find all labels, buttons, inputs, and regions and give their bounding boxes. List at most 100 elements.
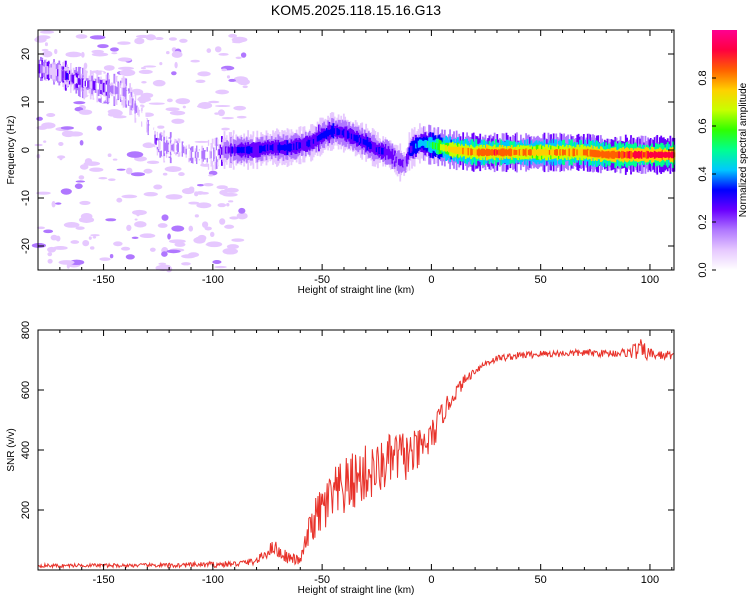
heatmap-ridge-cell: [312, 138, 315, 144]
heatmap-ridge-cell: [306, 141, 309, 147]
heatmap-ridge-cell: [182, 146, 185, 154]
heatmap-ridge-cell: [521, 149, 524, 156]
heatmap-noise-cell: [161, 214, 169, 221]
heatmap-y-tick-label: -10: [20, 190, 32, 206]
heatmap-ridge-cell: [102, 82, 105, 93]
snr-panel: -150 -100 -50 0 50 100 200 400 600 800 Height of…: [6, 321, 675, 596]
heatmap-ridge-cell: [639, 151, 642, 158]
heatmap-ridge-cell: [285, 145, 288, 151]
heatmap-ridge-cell: [130, 96, 133, 106]
heatmap-noise-cell: [50, 234, 58, 241]
heatmap-ridge-cell: [68, 74, 71, 81]
heatmap-ridge-cell: [67, 73, 70, 81]
heatmap-ridge-cell: [563, 150, 566, 155]
heatmap-ridge-cell: [479, 149, 482, 156]
heatmap-ridge-cell: [341, 130, 344, 136]
heatmap-noise-cell: [224, 224, 235, 229]
heatmap-noise-cell: [171, 71, 177, 76]
heatmap-ridge-cell: [123, 87, 126, 97]
heatmap-ridge-cell: [215, 150, 218, 157]
snr-series-line: [37, 339, 674, 570]
snr-x-tick-label: -150: [93, 574, 115, 586]
heatmap-ridge-cell: [337, 128, 340, 135]
heatmap-noise-cell: [35, 191, 51, 195]
heatmap-ridge-cell: [590, 149, 593, 157]
heatmap-ridge-cell: [259, 145, 261, 154]
heatmap-ridge-cell: [668, 151, 670, 158]
heatmap-ridge-cell: [386, 149, 389, 156]
heatmap-ridge-cell: [269, 145, 272, 150]
heatmap-ridge-cell: [342, 129, 345, 137]
heatmap-noise-cell: [221, 116, 234, 120]
heatmap-ridge-cell: [567, 149, 569, 156]
heatmap-noise-cell: [228, 78, 236, 82]
heatmap-ridge-cell: [325, 131, 328, 137]
heatmap-ridge-cell: [535, 150, 538, 155]
heatmap-noise-cell: [171, 118, 185, 124]
heatmap-ridge-cell: [577, 149, 580, 156]
heatmap-ridge-cell: [493, 149, 496, 156]
heatmap-noise-cell: [212, 260, 222, 264]
heatmap-noise-cell: [196, 202, 212, 209]
heatmap-ridge-cell: [235, 146, 238, 154]
heatmap-ridge-cell: [614, 151, 617, 158]
heatmap-ridge-cell: [441, 144, 444, 151]
heatmap-ridge-cell: [635, 151, 638, 159]
heatmap-ridge-cell: [222, 145, 225, 156]
heatmap-noise-cell: [92, 235, 97, 239]
heatmap-noise-cell: [143, 191, 158, 197]
heatmap-ridge-cell: [346, 130, 349, 139]
heatmap-ridge-cell: [641, 151, 644, 158]
heatmap-ridge-cell: [76, 77, 79, 84]
heatmap-noise-cell: [161, 251, 168, 257]
heatmap-ridge-cell: [396, 157, 399, 164]
heatmap-noise-cell: [188, 225, 194, 232]
heatmap-noise-cell: [63, 221, 80, 228]
heatmap-noise-cell: [240, 52, 247, 58]
heatmap-ridge-cell: [379, 148, 382, 154]
heatmap-x-tick-label: 50: [535, 274, 547, 286]
heatmap-ridge-cell: [394, 155, 396, 162]
heatmap-ridge-cell: [63, 70, 66, 80]
heatmap-ridge-cell: [294, 142, 297, 151]
heatmap-noise-cell: [166, 98, 173, 103]
heatmap-ridge-cell: [530, 149, 533, 156]
heatmap-ridge-cell: [501, 148, 504, 157]
heatmap-ridge-cell: [568, 148, 571, 157]
heatmap-ridge-cell: [354, 135, 357, 142]
heatmap-ridge-cell: [370, 143, 373, 149]
heatmap-ridge-cell: [266, 144, 269, 151]
heatmap-ridge-cell: [399, 158, 402, 167]
heatmap-ridge-cell: [230, 147, 232, 153]
heatmap-ridge-cell: [416, 142, 419, 148]
heatmap-ridge-cell: [481, 148, 484, 157]
heatmap-noise-cell: [171, 225, 185, 232]
heatmap-noise-cell: [36, 35, 51, 40]
heatmap-noise-cell: [107, 153, 112, 158]
heatmap-ridge-cell: [249, 147, 252, 153]
heatmap-ridge-cell: [274, 144, 277, 151]
heatmap-ridge-cell: [190, 151, 193, 159]
heatmap-ridge-cell: [71, 74, 74, 83]
heatmap-y-tick-label: 0: [20, 147, 32, 153]
heatmap-noise-cell: [166, 249, 181, 254]
heatmap-ridge-cell: [660, 151, 663, 159]
heatmap-noise-cell: [131, 236, 139, 239]
heatmap-ridge-cell: [108, 84, 111, 93]
heatmap-ridge-cell: [564, 149, 567, 156]
heatmap-noise-cell: [39, 30, 55, 34]
heatmap-noise-cell: [226, 75, 231, 79]
heatmap-ridge-cell: [165, 142, 168, 152]
heatmap-ridge-cell: [308, 139, 311, 147]
snr-x-tick-label: -50: [314, 574, 330, 586]
heatmap-ridge-cell: [434, 142, 437, 150]
heatmap-ridge-cell: [160, 141, 163, 151]
heatmap-ridge-cell: [634, 150, 636, 159]
heatmap-ridge-cell: [561, 149, 564, 156]
heatmap-ridge-cell: [186, 149, 189, 156]
heatmap-ridge-cell: [429, 142, 432, 148]
heatmap-ridge-cell: [578, 149, 581, 155]
heatmap-noise-cell: [209, 231, 215, 238]
heatmap-ridge-cell: [398, 159, 400, 165]
heatmap-ridge-cell: [286, 144, 289, 151]
